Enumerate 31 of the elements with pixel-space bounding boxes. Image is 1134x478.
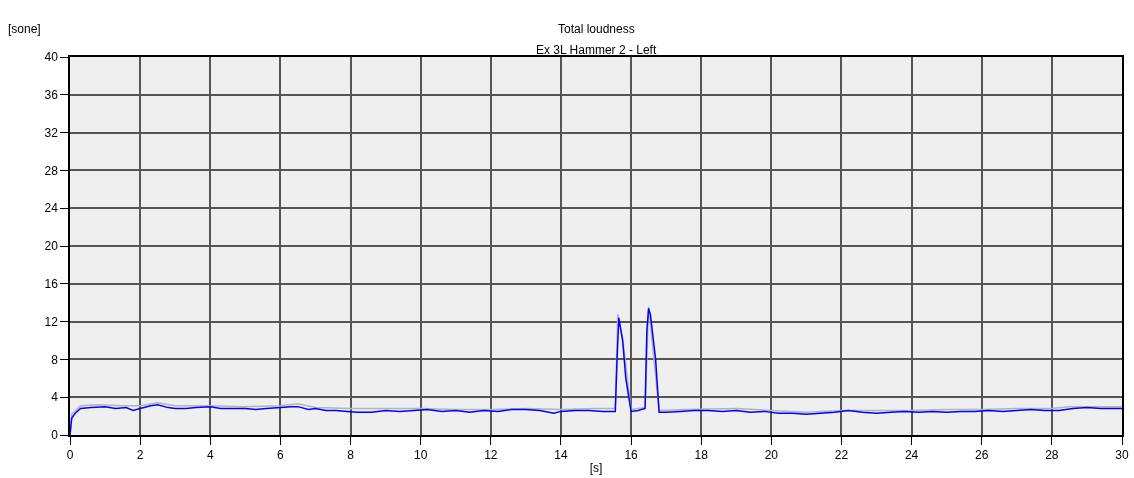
y-axis-title: [sone] (8, 22, 41, 36)
x-tick-label: 26 (975, 448, 989, 463)
x-tick-label: 22 (834, 448, 849, 463)
y-tick-label: 32 (44, 125, 59, 140)
x-tick-label: 6 (277, 448, 285, 463)
x-tick-label: 24 (904, 448, 919, 463)
x-tick-label: 10 (413, 448, 428, 463)
y-tick-label: 36 (44, 88, 59, 102)
x-tick-label: 0 (66, 448, 74, 463)
x-tick-label: 12 (484, 448, 498, 463)
x-axis-title: [s] (589, 460, 603, 475)
x-tick-label: 16 (624, 448, 639, 463)
y-tick-label: 24 (44, 201, 59, 216)
x-tick-label: 20 (764, 448, 779, 463)
x-tick-label: 2 (136, 448, 144, 463)
x-tick-label: 4 (206, 448, 214, 463)
y-tick-label: 16 (44, 277, 59, 291)
y-tick-label: 20 (44, 239, 59, 254)
x-tick-label: 18 (694, 448, 709, 463)
x-tick-label: 14 (554, 448, 568, 463)
x-tick-label: 30 (1115, 448, 1129, 463)
chart-title: Total loudness (558, 22, 635, 36)
x-tick-label: 28 (1045, 448, 1059, 463)
y-tick-label: 4 (51, 390, 59, 405)
chart-subtitle: Ex 3L Hammer 2 - Left (536, 43, 657, 57)
y-tick-label: 8 (51, 352, 59, 367)
y-tick-label: 40 (44, 50, 59, 65)
y-tick-label: 28 (44, 163, 59, 178)
y-tick-label: 12 (44, 314, 59, 329)
x-tick-label: 8 (347, 448, 355, 463)
y-tick-label: 0 (51, 428, 59, 443)
